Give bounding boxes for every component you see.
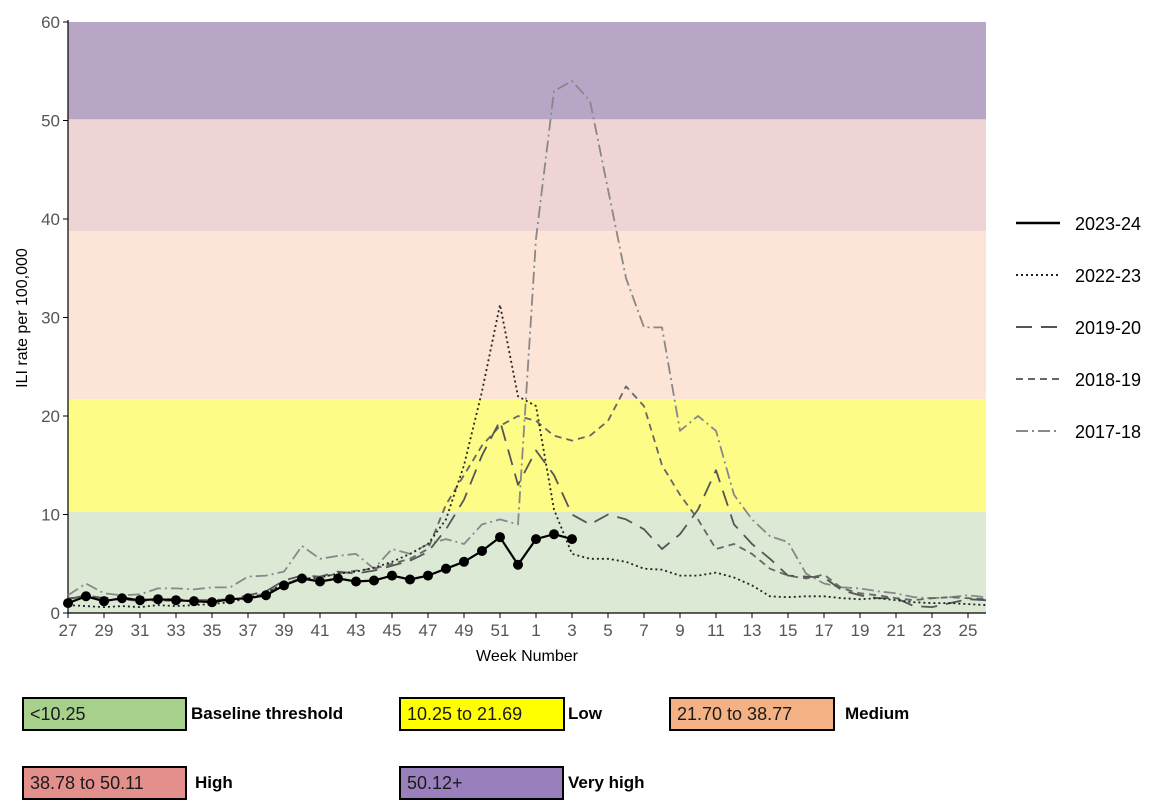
data-point-2023-24 bbox=[261, 590, 271, 601]
band-key-label-3: High bbox=[195, 773, 233, 792]
data-point-2023-24 bbox=[117, 593, 127, 604]
data-point-2023-24 bbox=[333, 573, 343, 584]
x-tick-label: 33 bbox=[167, 621, 186, 640]
x-tick-label: 9 bbox=[675, 621, 684, 640]
x-tick-label: 5 bbox=[603, 621, 612, 640]
y-tick-label: 40 bbox=[41, 210, 60, 229]
y-tick-label: 10 bbox=[41, 506, 60, 525]
data-point-2023-24 bbox=[315, 576, 325, 587]
x-axis-ticks: 27 29 31 33 35 37 39 41 43 45 47 49 51 1 3 5 7 9 11 13 15 17 1… bbox=[59, 613, 978, 640]
data-point-2023-24 bbox=[135, 595, 145, 606]
data-point-2023-24 bbox=[513, 559, 523, 570]
y-axis-title: ILI rate per 100,000 bbox=[14, 248, 31, 388]
x-tick-label: 35 bbox=[203, 621, 222, 640]
x-tick-label: 11 bbox=[707, 621, 725, 640]
data-point-2023-24 bbox=[387, 570, 397, 581]
data-point-2023-24 bbox=[423, 570, 433, 581]
x-axis-title: Week Number bbox=[476, 648, 579, 665]
data-point-2023-24 bbox=[225, 594, 235, 605]
x-tick-label: 31 bbox=[131, 621, 150, 640]
data-point-2023-24 bbox=[279, 580, 289, 591]
data-point-2023-24 bbox=[63, 598, 73, 609]
series-line-2017-18 bbox=[67, 80, 987, 600]
band-key-label-2: Medium bbox=[845, 704, 910, 723]
x-tick-label: 37 bbox=[239, 621, 258, 640]
data-point-2023-24 bbox=[189, 596, 199, 607]
x-tick-label: 45 bbox=[383, 621, 402, 640]
x-tick-label: 17 bbox=[815, 621, 834, 640]
y-tick-label: 50 bbox=[41, 112, 60, 131]
band-1 bbox=[68, 399, 986, 513]
legend-label-2018-19: 2018-19 bbox=[1075, 370, 1141, 390]
x-tick-label: 29 bbox=[95, 621, 114, 640]
data-point-2023-24 bbox=[243, 593, 253, 604]
x-tick-label: 43 bbox=[347, 621, 366, 640]
x-tick-label: 39 bbox=[275, 621, 294, 640]
x-tick-label: 19 bbox=[851, 621, 870, 640]
band-key-label-4: Very high bbox=[568, 773, 645, 792]
band-2 bbox=[68, 231, 986, 400]
band-3 bbox=[68, 119, 986, 232]
x-tick-label: 21 bbox=[887, 621, 906, 640]
chart-legend: 2023-24 2022-23 2019-20 2018-19 2017-18 bbox=[1016, 214, 1141, 442]
legend-label-2022-23: 2022-23 bbox=[1075, 266, 1141, 286]
series-line-2022-23 bbox=[67, 303, 987, 608]
x-tick-label: 1 bbox=[531, 621, 540, 640]
x-tick-label: 41 bbox=[311, 621, 330, 640]
threshold-bands bbox=[68, 22, 986, 613]
y-tick-label: 30 bbox=[41, 309, 60, 328]
data-point-2023-24 bbox=[549, 529, 559, 540]
data-point-2023-24 bbox=[369, 575, 379, 586]
data-point-2023-24 bbox=[531, 534, 541, 545]
x-tick-label: 23 bbox=[923, 621, 942, 640]
y-axis-ticks: 0 10 20 30 40 50 60 bbox=[41, 13, 68, 623]
band-key-box-2: 21.70 to 38.77 bbox=[669, 697, 835, 731]
data-point-2023-24 bbox=[297, 573, 307, 584]
data-point-2023-24 bbox=[567, 534, 577, 545]
legend-label-2017-18: 2017-18 bbox=[1075, 422, 1141, 442]
data-point-2023-24 bbox=[81, 591, 91, 602]
y-tick-label: 20 bbox=[41, 407, 60, 426]
series-line-2018-19 bbox=[67, 385, 987, 603]
series-markers bbox=[63, 529, 577, 609]
data-point-2023-24 bbox=[459, 556, 469, 567]
legend-label-2023-24: 2023-24 bbox=[1075, 214, 1141, 234]
y-tick-label: 0 bbox=[51, 604, 60, 623]
x-tick-label: 27 bbox=[59, 621, 78, 640]
band-key-box-3: 38.78 to 50.11 bbox=[22, 766, 187, 800]
band-0 bbox=[68, 512, 986, 613]
data-point-2023-24 bbox=[153, 594, 163, 605]
data-point-2023-24 bbox=[171, 595, 181, 606]
band-key-box-1: 10.25 to 21.69 bbox=[399, 697, 565, 731]
band-key-box-0: <10.25 bbox=[22, 697, 187, 731]
band-key-label-0: Baseline threshold bbox=[191, 704, 344, 723]
y-tick-label: 60 bbox=[41, 13, 60, 32]
data-point-2023-24 bbox=[495, 532, 505, 543]
x-tick-label: 15 bbox=[779, 621, 798, 640]
x-tick-label: 25 bbox=[959, 621, 978, 640]
data-point-2023-24 bbox=[207, 597, 217, 608]
data-point-2023-24 bbox=[405, 574, 415, 585]
x-tick-label: 13 bbox=[743, 621, 762, 640]
x-tick-label: 51 bbox=[491, 621, 510, 640]
data-point-2023-24 bbox=[477, 545, 487, 556]
band-4 bbox=[68, 22, 986, 120]
band-key-label-1: Low bbox=[568, 704, 602, 723]
x-tick-label: 3 bbox=[567, 621, 576, 640]
legend-label-2019-20: 2019-20 bbox=[1075, 318, 1141, 338]
x-tick-label: 47 bbox=[419, 621, 438, 640]
data-point-2023-24 bbox=[99, 596, 109, 607]
x-tick-label: 7 bbox=[639, 621, 648, 640]
x-tick-label: 49 bbox=[455, 621, 474, 640]
data-point-2023-24 bbox=[351, 576, 361, 587]
data-point-2023-24 bbox=[441, 563, 451, 574]
band-key-box-4: 50.12+ bbox=[399, 766, 564, 800]
